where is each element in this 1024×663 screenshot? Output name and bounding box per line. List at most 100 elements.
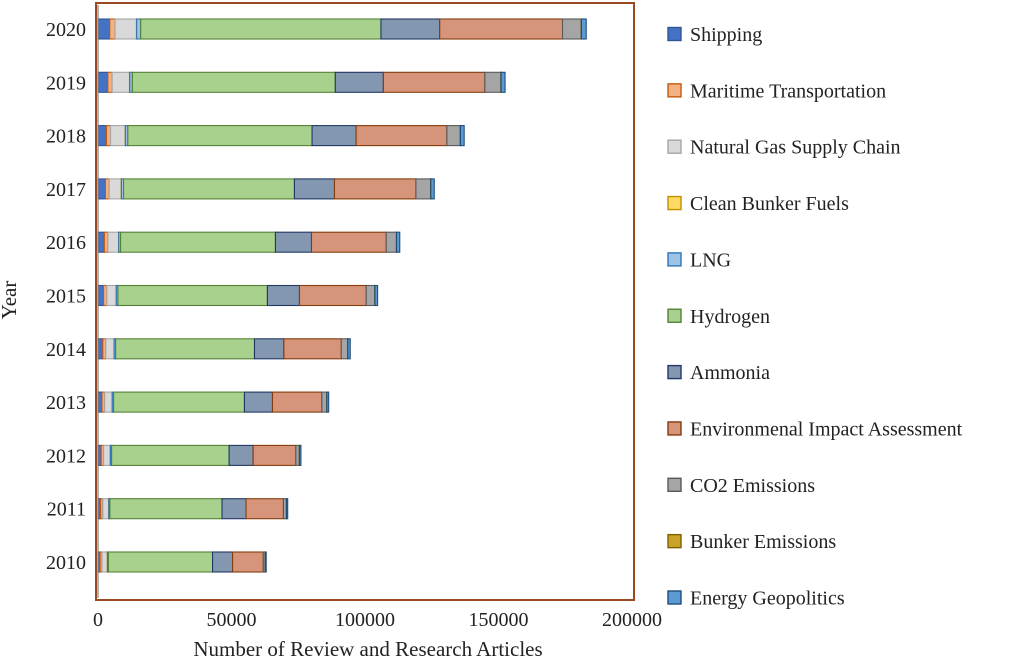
bar-segment <box>105 338 115 360</box>
bar-segment <box>321 391 328 413</box>
bar-segment <box>104 391 113 413</box>
bar-segment <box>136 18 142 40</box>
bar-segment <box>561 18 582 40</box>
bar-segment <box>113 391 246 413</box>
bar-segment <box>243 391 274 413</box>
legend-swatch <box>667 590 682 605</box>
bar-segment <box>293 178 336 200</box>
bar-segment <box>380 18 441 40</box>
x-tick-labels: 0 50000 100000 150000 200000 <box>93 609 662 631</box>
bar-segment <box>333 178 417 200</box>
bar-segment <box>298 444 302 466</box>
bar-segment <box>140 18 382 40</box>
legend-swatch <box>667 364 682 380</box>
bar-segment <box>127 125 313 147</box>
bar-segment <box>253 338 285 360</box>
bar-segment <box>385 231 397 253</box>
y-tick-label: 2020 <box>46 19 86 41</box>
bar-segment <box>340 338 349 360</box>
x-tick-label: 50000 <box>207 609 257 631</box>
bars-layer <box>97 18 587 573</box>
bar-segment <box>580 18 587 40</box>
bar-segment <box>104 178 110 200</box>
legend-label: Clean Bunker Fuels <box>690 193 849 215</box>
legend-swatch <box>667 421 682 436</box>
legend-swatch <box>667 195 682 211</box>
x-axis-title: Number of Review and Research Articles <box>193 637 542 661</box>
bar-segment <box>252 444 297 466</box>
bar-segment <box>245 498 284 520</box>
legend-label: Natural Gas Supply Chain <box>690 137 901 159</box>
legend-swatch <box>667 139 682 154</box>
bar-segment <box>97 18 111 40</box>
bar-segment <box>115 338 256 360</box>
legend-swatch <box>667 26 682 42</box>
legend-label: Hydrogen <box>690 306 770 328</box>
bar-segment <box>439 18 564 40</box>
bar-segment <box>355 125 448 147</box>
bar-segment <box>111 71 131 93</box>
legend-label: Ammonia <box>690 362 770 384</box>
y-tick-label: 2019 <box>46 72 86 94</box>
bar-segment <box>365 284 376 307</box>
bar-segment <box>103 444 111 466</box>
bar-segment <box>382 71 486 93</box>
y-tick-label: 2015 <box>46 286 86 308</box>
x-tick-label: 0 <box>93 609 103 631</box>
bar-segment <box>97 284 105 307</box>
y-axis-title: Year <box>0 281 21 320</box>
bar-segment <box>107 71 113 93</box>
bar-segment <box>117 284 268 307</box>
legend-label: CO2 Emissions <box>690 475 815 497</box>
x-tick-label: 150000 <box>469 609 529 631</box>
bar-segment <box>109 498 223 520</box>
legend-swatch <box>667 83 682 98</box>
legend-label: Shipping <box>690 24 762 46</box>
bar-segment <box>459 125 465 147</box>
y-tick-labels: 2010 2011 2012 2013 2014 2015 2016 2017 2018 2019… <box>46 19 86 574</box>
bar-segment <box>97 178 107 200</box>
bar-segment <box>107 231 120 253</box>
bar-segment <box>396 231 401 253</box>
legend-label: Maritime Transportation <box>690 80 886 102</box>
bar-segment <box>274 231 313 253</box>
bar-segment <box>97 125 108 147</box>
bar-segment <box>109 18 116 40</box>
bar-segment <box>221 498 247 520</box>
legend-swatch <box>667 477 682 492</box>
y-tick-label: 2013 <box>46 392 86 414</box>
bar-segment <box>108 178 122 200</box>
legend-swatch <box>667 308 682 323</box>
bar-segment <box>97 231 105 253</box>
bar-segment <box>97 338 104 360</box>
bar-segment <box>285 498 289 520</box>
bar-segment <box>105 125 112 147</box>
bar-segment <box>264 551 267 573</box>
y-tick-label: 2010 <box>46 552 86 574</box>
bar-segment <box>311 125 357 147</box>
y-tick-label: 2016 <box>46 232 86 254</box>
legend-label: Environmenal Impact Assessment <box>690 418 963 440</box>
x-tick-label: 200000 <box>602 609 662 631</box>
bar-segment <box>232 551 264 573</box>
legend-swatch <box>667 533 682 549</box>
bar-segment <box>326 391 330 413</box>
x-tick-label: 100000 <box>335 609 395 631</box>
bar-segment <box>228 444 254 466</box>
bar-segment <box>102 498 110 520</box>
bar-segment <box>123 178 295 200</box>
y-tick-label: 2018 <box>46 126 86 148</box>
bar-segment <box>266 284 301 307</box>
legend-label: Energy Geopolitics <box>690 588 845 610</box>
bar-segment <box>120 231 276 253</box>
bar-segment <box>374 284 379 307</box>
bar-segment <box>106 284 117 307</box>
legend-swatch <box>667 252 682 267</box>
bar-segment <box>114 18 137 40</box>
bar-segment <box>111 444 230 466</box>
plot-frame <box>95 2 635 601</box>
bar-segment <box>484 71 502 93</box>
bar-segment <box>446 125 461 147</box>
y-tick-label: 2014 <box>46 339 86 361</box>
bar-segment <box>334 71 384 93</box>
